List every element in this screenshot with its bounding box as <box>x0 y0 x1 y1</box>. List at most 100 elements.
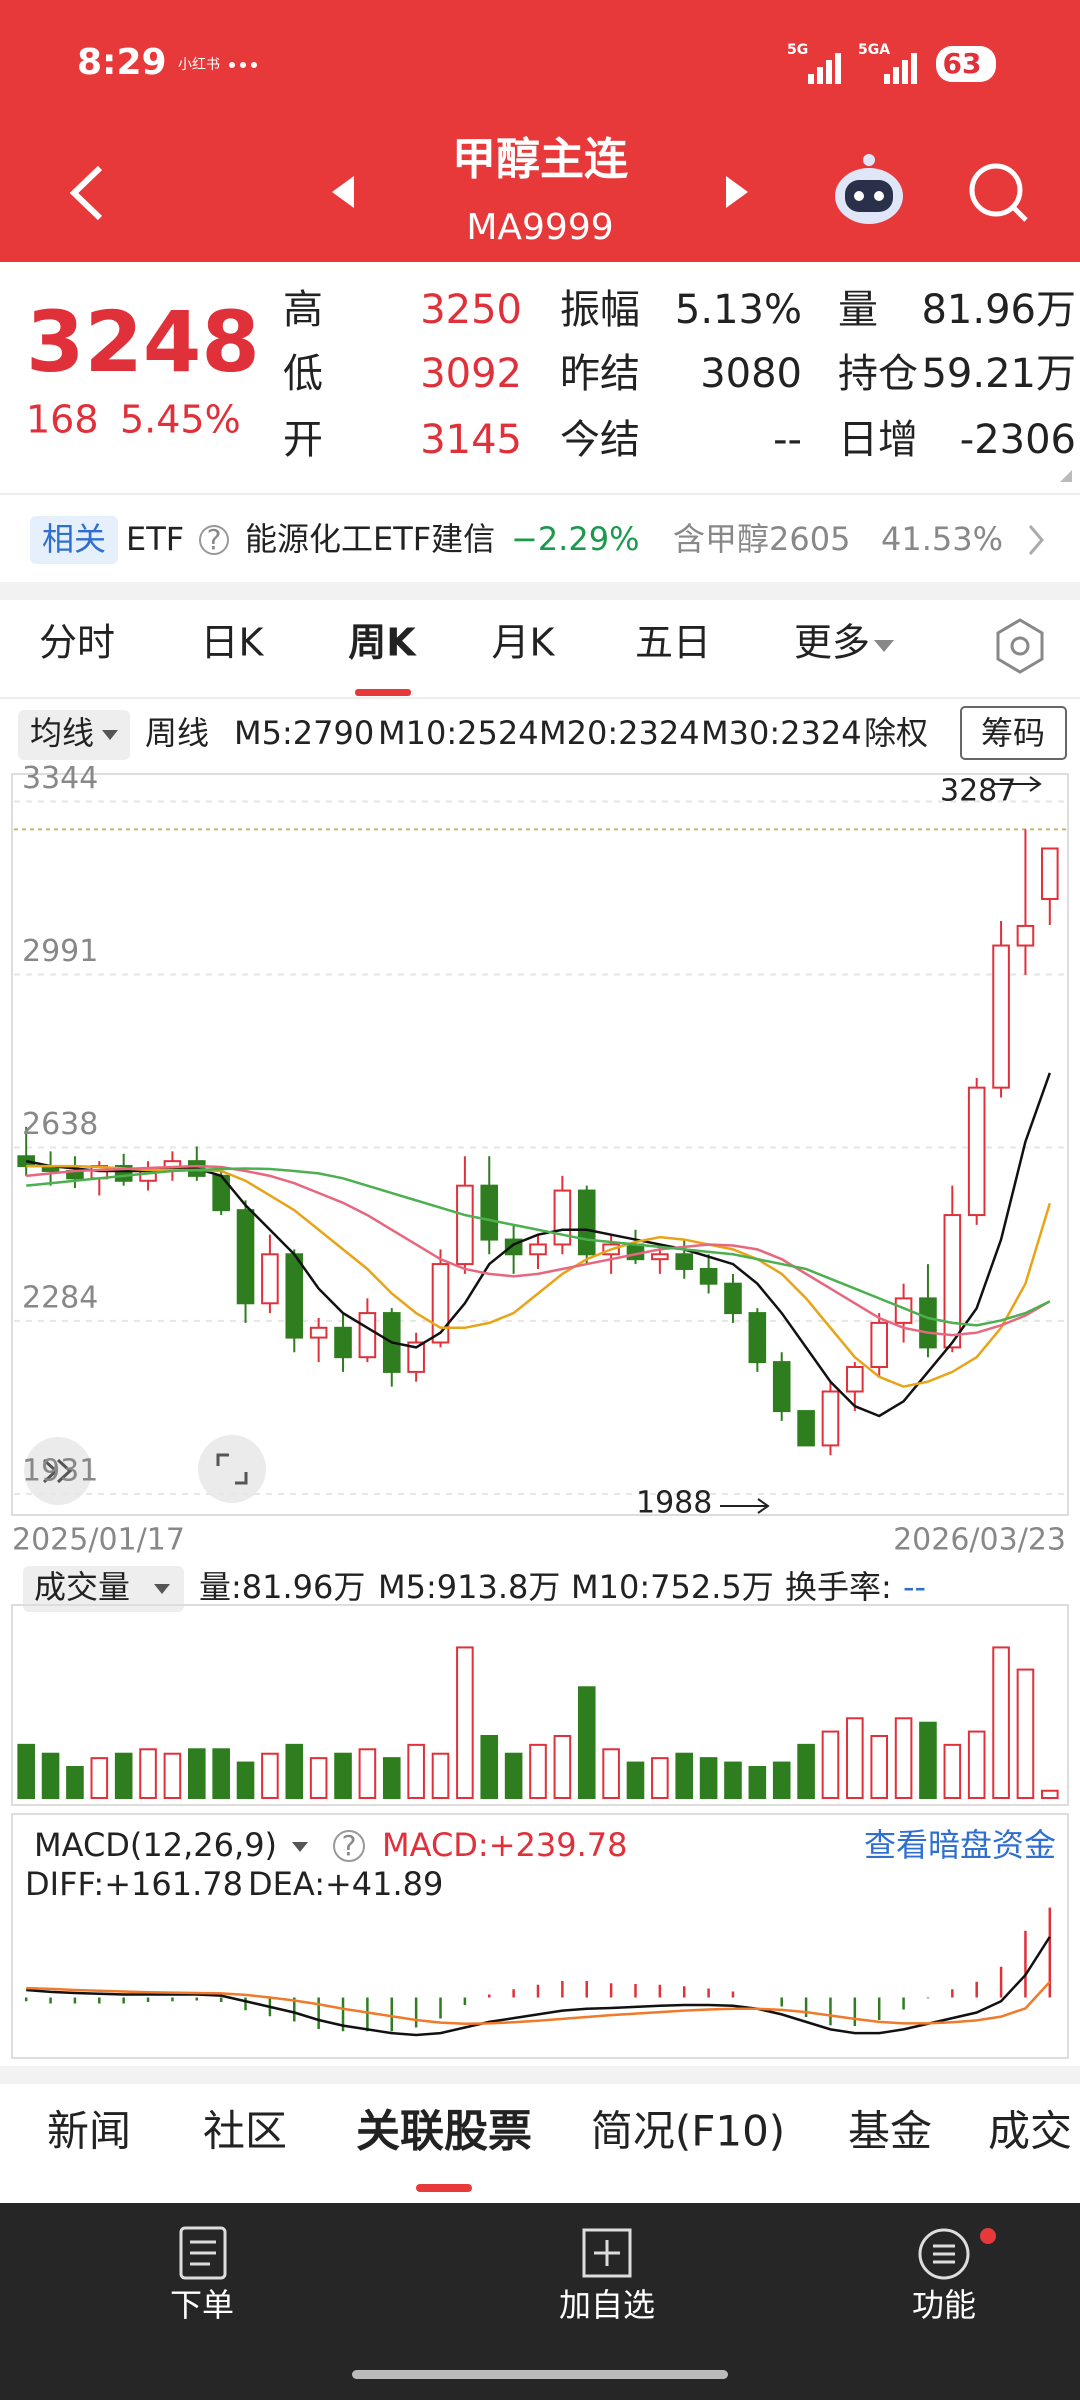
candle-body <box>797 1410 815 1447</box>
network: 5GA <box>858 42 890 58</box>
settings-button[interactable] <box>996 618 1044 674</box>
price-chart-frame <box>11 773 1069 1516</box>
y-tick-label: 2284 <box>22 1280 98 1315</box>
tab[interactable]: 月K <box>492 621 556 665</box>
arrow-head <box>757 1498 770 1514</box>
bottom-tab[interactable]: 简况(F10) <box>591 2107 785 2156</box>
vol-selector-bg[interactable] <box>23 1566 184 1612</box>
y-tick-label: 2991 <box>22 934 98 969</box>
volume-bar <box>651 1757 669 1799</box>
bottom-action[interactable]: 下单 <box>170 2286 234 2324</box>
tab[interactable]: 日K <box>201 621 265 665</box>
add-watch-icon <box>582 2228 632 2278</box>
related-arrow[interactable] <box>1028 525 1044 555</box>
volume-bar <box>139 1748 157 1800</box>
volume-bar <box>480 1735 499 1799</box>
quote-label: 振幅 <box>560 287 640 333</box>
bottom-tab[interactable]: 成交 <box>988 2107 1072 2156</box>
candle-body <box>261 1253 279 1305</box>
quote-value: 3092 <box>420 351 522 397</box>
ma-selector-bg[interactable] <box>18 710 130 760</box>
signal-bar <box>893 67 899 84</box>
dea-line <box>26 1980 1051 2026</box>
candle-body <box>456 1184 474 1266</box>
corner-mark <box>1060 470 1072 482</box>
macd-selector-arrow <box>292 1842 308 1852</box>
etf-change: −2.29% <box>511 520 639 558</box>
volume-bar <box>675 1752 694 1799</box>
volume-bar <box>90 1757 109 1799</box>
home-indicator <box>352 2370 728 2379</box>
quote-value: 5.13% <box>675 287 802 333</box>
macd-link[interactable]: 查看暗盘资金 <box>864 1826 1056 1864</box>
quote-label: 昨结 <box>560 351 640 397</box>
volume-bar <box>1016 1668 1035 1799</box>
volume-bar <box>626 1761 645 1799</box>
tab[interactable]: 周K <box>348 621 417 665</box>
overlay-buttons <box>24 1435 266 1505</box>
status-dot <box>251 62 257 68</box>
bottom-tab[interactable]: 社区 <box>203 2107 287 2156</box>
volume-bar <box>187 1748 206 1800</box>
candle-body <box>577 1189 596 1256</box>
volume-bar <box>114 1752 133 1799</box>
tab[interactable]: 更多 <box>794 621 870 665</box>
search-button[interactable] <box>969 163 1028 222</box>
bottom-tab[interactable]: 新闻 <box>47 2107 131 2156</box>
quote-label: 今结 <box>560 417 640 463</box>
assistant-icon[interactable] <box>835 154 903 224</box>
fullscreen-button[interactable] <box>198 1435 266 1503</box>
volume-bar <box>821 1730 840 1799</box>
candle-body <box>919 1297 937 1349</box>
prev-button[interactable] <box>332 176 354 208</box>
ma-line <box>26 1164 1051 1337</box>
ma-legend: M30:2324 <box>701 714 862 752</box>
candle-body <box>870 1321 889 1368</box>
bottom-action[interactable]: 加自选 <box>559 2286 655 2324</box>
quote-label: 日增 <box>838 417 918 463</box>
volume-bar <box>846 1717 864 1800</box>
vol-legend: M5:913.8万 <box>378 1568 560 1606</box>
macd-help[interactable] <box>333 1830 365 1862</box>
status-app: 小红书 <box>178 57 220 73</box>
signal-bar <box>817 67 823 84</box>
bottom-action[interactable]: 功能 <box>912 2286 976 2324</box>
volume-bar <box>724 1761 742 1799</box>
volume-bar <box>407 1743 425 1800</box>
quote-label: 量 <box>838 287 878 333</box>
battery-level: 63 <box>943 47 982 80</box>
signal-bar <box>902 60 908 84</box>
candle-body <box>724 1282 742 1315</box>
tab[interactable]: 分时 <box>39 621 115 665</box>
volume-bar <box>41 1752 60 1799</box>
chips-button[interactable] <box>960 706 1067 760</box>
signal-bar <box>835 53 841 84</box>
help-icon[interactable] <box>199 525 229 555</box>
quote-value: 81.96万 <box>921 287 1076 333</box>
dea-legend: DEA:+41.89 <box>248 1865 443 1903</box>
y-tick-label: 2638 <box>22 1107 98 1142</box>
candle-body <box>992 944 1010 1089</box>
candle-body <box>699 1267 718 1285</box>
chips[interactable]: 筹码 <box>981 714 1045 752</box>
candle-body <box>431 1263 450 1344</box>
volume-bar <box>334 1752 352 1799</box>
candle-body <box>407 1341 425 1373</box>
volume-bar <box>577 1686 596 1800</box>
volume-bar <box>236 1761 255 1799</box>
ma-selector-arrow <box>102 730 118 740</box>
tab[interactable]: 五日 <box>635 621 711 665</box>
adjust: 除权 <box>864 714 928 752</box>
next-button[interactable] <box>726 176 748 208</box>
bottom-tab[interactable]: 基金 <box>848 2107 932 2156</box>
status-dot <box>240 62 246 68</box>
instrument-code: MA9999 <box>466 207 613 248</box>
turnover: 换手率: <box>785 1568 892 1606</box>
bottom-tab[interactable]: 关联股票 <box>356 2106 532 2157</box>
bottom-tab-underline <box>416 2184 472 2192</box>
vol-selector-arrow <box>154 1584 170 1594</box>
signal-bar <box>911 53 917 84</box>
back-button[interactable] <box>69 165 103 221</box>
quote-label: 开 <box>283 417 323 463</box>
volume-bar <box>529 1743 547 1800</box>
